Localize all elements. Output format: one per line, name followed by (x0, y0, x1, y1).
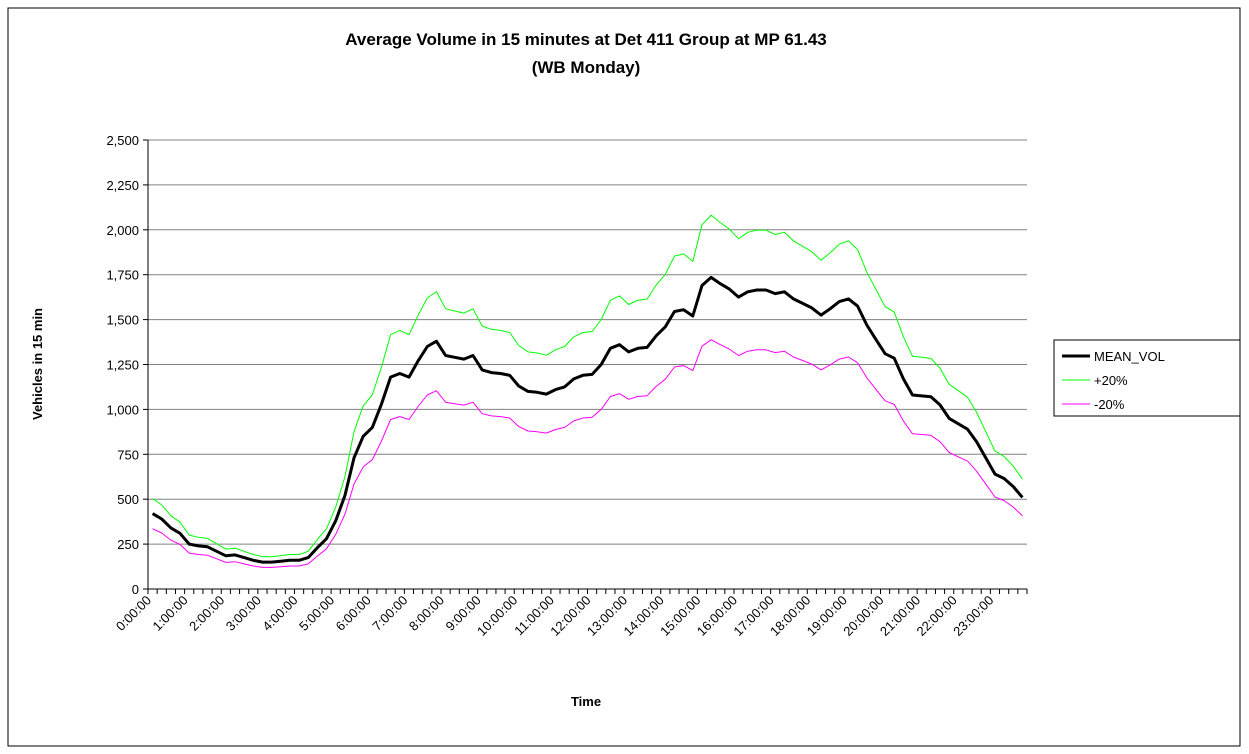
chart-border (7, 7, 1241, 747)
series-line (152, 214, 1023, 558)
y-tick-label: 1,750 (106, 268, 139, 283)
legend-label: MEAN_VOL (1094, 349, 1165, 364)
legend-label: +20% (1094, 373, 1128, 388)
y-tick-label: 500 (117, 492, 139, 507)
legend: MEAN_VOL +20% -20% (1053, 339, 1241, 417)
y-tick-label: 1,000 (106, 402, 139, 417)
y-tick-label: 0 (132, 582, 139, 597)
y-tick-label: 250 (117, 537, 139, 552)
legend-label: -20% (1094, 397, 1125, 412)
legend-box (1053, 339, 1241, 417)
series-line (152, 339, 1023, 568)
x-axis-title: Time (571, 694, 601, 709)
y-tick-label: 2,250 (106, 178, 139, 193)
chart-subtitle: (WB Monday) (532, 58, 641, 77)
y-tick-label: 1,250 (106, 358, 139, 373)
series-line (151, 275, 1024, 564)
y-tick-label: 750 (117, 447, 139, 462)
y-tick-label: 2,500 (106, 133, 139, 148)
chart-title: Average Volume in 15 minutes at Det 411 … (345, 30, 827, 49)
y-axis-title: Vehicles in 15 min (30, 308, 45, 420)
y-tick-label: 1,500 (106, 313, 139, 328)
y-tick-label: 2,000 (106, 223, 139, 238)
